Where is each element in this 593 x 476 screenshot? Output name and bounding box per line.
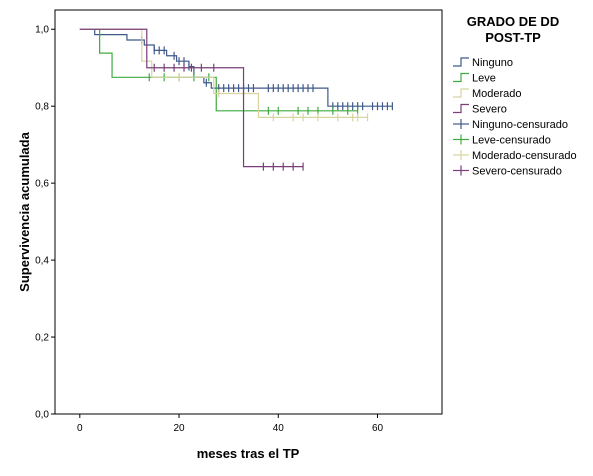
- series-line-severo: [79, 28, 304, 168]
- legend-swatch-step: [453, 72, 469, 83]
- y-tick-label: 0,0: [35, 410, 49, 421]
- legend-entry: Severo-censurado: [453, 165, 562, 178]
- x-axis-title: meses tras el TP: [197, 446, 300, 461]
- legend-entry: Ninguno: [453, 57, 513, 69]
- legend-label: Moderado: [472, 88, 522, 100]
- y-axis-title: Supervivencia acumulada: [17, 131, 32, 291]
- legend-label: Ninguno-censurado: [472, 119, 568, 131]
- y-tick-label: 1,0: [35, 25, 49, 36]
- legend-entry: Leve-censurado: [453, 134, 551, 147]
- legend-entry: Moderado-censurado: [453, 150, 577, 162]
- legend-entry: Severo: [453, 104, 507, 116]
- legend-swatch-step: [453, 103, 469, 114]
- legend-swatch-step: [453, 57, 469, 67]
- series-line-leve: [79, 28, 358, 112]
- legend-label: Severo: [472, 104, 507, 116]
- legend-swatch-step: [453, 88, 469, 98]
- x-tick-label: 20: [173, 423, 185, 434]
- legend-title-line-1: GRADO DE DD: [467, 14, 559, 29]
- y-tick-label: 0,2: [35, 333, 49, 344]
- legend-title-line-2: POST-TP: [485, 30, 541, 45]
- ticks-layer: 0 20 40 60 0,0 0,2 0,4 0,6 0,8 1,0: [35, 25, 383, 434]
- y-tick-label: 0,4: [35, 256, 49, 267]
- legend-label: Severo-censurado: [472, 166, 562, 178]
- y-tick-label: 0,8: [35, 102, 49, 113]
- legend-label: Leve-censurado: [472, 135, 551, 147]
- legend-label: Ninguno: [472, 57, 513, 69]
- series-line-moderado: [79, 28, 368, 118]
- legend: GRADO DE DD POST-TP Ninguno Leve Moderado S…: [453, 14, 577, 178]
- legend-entry: Leve: [453, 73, 496, 85]
- legend-entry: Moderado: [453, 88, 522, 100]
- plot-area-group: [54, 9, 443, 415]
- x-tick-label: 60: [372, 423, 384, 434]
- x-tick-label: 40: [273, 423, 285, 434]
- x-tick-label: 0: [77, 423, 83, 434]
- legend-entry: Ninguno-censurado: [453, 119, 568, 131]
- legend-label: Moderado-censurado: [472, 150, 577, 162]
- y-tick-label: 0,6: [35, 179, 49, 190]
- legend-label: Leve: [472, 73, 496, 85]
- plot-frame: [54, 9, 443, 415]
- legend-items: Ninguno Leve Moderado Severo Ninguno-censura…: [453, 57, 577, 178]
- series-line-ninguno: [79, 28, 393, 107]
- series-layer: [79, 28, 393, 171]
